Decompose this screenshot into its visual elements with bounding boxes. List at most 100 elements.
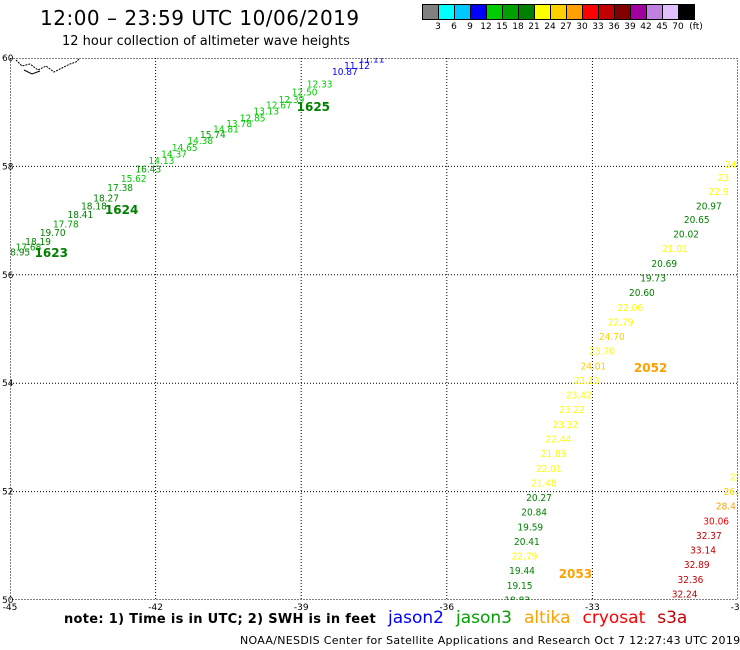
wave-height-value: 11.11 <box>359 58 385 66</box>
wave-height-value: 13.78 <box>226 119 252 130</box>
wave-height-value: 18.95 <box>10 247 30 258</box>
time-mark: 1624 <box>105 203 138 217</box>
legend-label: 15 <box>496 22 508 32</box>
wave-height-value: 17.78 <box>53 219 79 230</box>
wave-height-value: 20.84 <box>521 508 547 519</box>
wave-height-value: 32.24 <box>672 589 698 600</box>
mission-legend: jason2 jason3 altika cryosat s3a <box>388 608 699 628</box>
wave-height-value: 23.22 <box>559 405 585 416</box>
wave-height-value: 15.74 <box>200 130 226 141</box>
wave-height-value: 22.06 <box>617 303 643 314</box>
wave-height-value: 14.81 <box>213 124 239 135</box>
longitude-label: -45 <box>3 603 18 613</box>
wave-height-value: 21.48 <box>531 478 557 489</box>
wave-height-value: 18.41 <box>67 210 93 221</box>
color-legend <box>422 4 695 20</box>
coastline-greenland <box>15 58 81 75</box>
wave-height-value: 32.36 <box>678 575 704 586</box>
wave-height-value: 20.69 <box>651 259 677 270</box>
coastline-path <box>23 69 41 75</box>
legend-swatch <box>454 4 471 20</box>
wave-height-value: 19.59 <box>517 522 543 533</box>
legend-label: (ft) <box>689 22 703 32</box>
mission-label-altika: altika <box>524 608 571 628</box>
longitude-label: -30 <box>731 603 740 613</box>
wave-height-value: 24.01 <box>580 361 606 372</box>
wave-height-value: 18.19 <box>25 237 51 248</box>
legend-swatch <box>502 4 519 20</box>
wave-height-value: 19.44 <box>509 566 535 577</box>
legend-swatch <box>582 4 599 20</box>
legend-label: 33 <box>592 22 604 32</box>
legend-swatch <box>550 4 567 20</box>
legend-swatch <box>678 4 695 20</box>
wave-height-value: 22 <box>730 472 738 483</box>
legend-swatch <box>534 4 551 20</box>
wave-height-value: 23.13 <box>574 376 600 387</box>
legend-label: 42 <box>640 22 652 32</box>
wave-height-map: 18.9517.6818.1919.7017.7818.4118.1818.27… <box>10 58 738 600</box>
legend-swatch <box>614 4 631 20</box>
wave-height-value: 22.79 <box>512 552 538 563</box>
wave-height-value: 13.13 <box>253 107 279 118</box>
wave-height-value: 15.62 <box>121 174 147 185</box>
wave-height-value: 24 <box>725 160 737 171</box>
legend-label: 12 <box>480 22 492 32</box>
wave-height-value: 12.67 <box>266 101 292 112</box>
footer-credit: NOAA/NESDIS Center for Satellite Applica… <box>240 634 740 647</box>
legend-label: 45 <box>656 22 668 32</box>
legend-swatch <box>422 4 439 20</box>
legend-label: 39 <box>624 22 636 32</box>
legend-label: 9 <box>467 22 473 32</box>
legend-swatch <box>518 4 535 20</box>
legend-label: 3 <box>435 22 441 32</box>
wave-height-value: 30.06 <box>703 516 729 527</box>
footer-note: note: 1) Time is in UTC; 2) SWH is in fe… <box>64 612 376 627</box>
wave-height-value: 32.89 <box>684 560 710 571</box>
wave-height-value: 23 <box>718 173 729 184</box>
legend-swatch <box>662 4 679 20</box>
legend-swatch <box>566 4 583 20</box>
wave-height-value: 11.12 <box>344 61 370 72</box>
wave-height-value: 12.39 <box>279 95 305 106</box>
legend-label: 21 <box>528 22 540 32</box>
wave-height-value: 22.79 <box>608 317 634 328</box>
color-legend-labels: 3 6 9 12 15 18 21 24 27 30 33 36 39 42 45 70 (ft) <box>422 22 740 34</box>
wave-height-value: 20.60 <box>629 288 655 299</box>
wave-height-value: 20.02 <box>673 230 699 241</box>
altimeter-points: 18.9517.6818.1919.7017.7818.4118.1818.27… <box>10 58 738 600</box>
legend-swatch <box>486 4 503 20</box>
legend-swatch <box>438 4 455 20</box>
wave-height-value: 24.70 <box>599 332 625 343</box>
wave-height-value: 20.41 <box>514 537 540 548</box>
wave-height-value: 18.27 <box>93 193 119 204</box>
time-mark: 1623 <box>35 246 68 260</box>
wave-height-value: 17.68 <box>16 243 42 254</box>
wave-height-value: 17.38 <box>107 183 133 194</box>
wave-height-value: 18.18 <box>81 201 107 212</box>
wave-height-value: 12.85 <box>240 114 266 125</box>
legend-label: 36 <box>608 22 620 32</box>
map-title: 12:00 – 23:59 UTC 10/06/2019 <box>40 6 360 30</box>
wave-height-value: 20.97 <box>696 201 722 212</box>
wave-height-value: 21.01 <box>662 244 688 255</box>
wave-height-value: 18.83 <box>504 595 530 600</box>
wave-height-value: 19.70 <box>40 228 66 239</box>
wave-height-value: 14.65 <box>172 143 198 154</box>
mission-label-jason3: jason3 <box>456 608 512 628</box>
mission-label-s3a: s3a <box>657 608 688 628</box>
wave-height-value: 28.4 <box>716 502 736 513</box>
wave-height-value: 22.44 <box>546 434 572 445</box>
legend-label: 27 <box>560 22 572 32</box>
wave-height-value: 12.33 <box>307 79 333 90</box>
wave-height-value: 32.37 <box>696 531 722 542</box>
wave-height-value: 33.14 <box>690 546 716 557</box>
time-mark: 2053 <box>559 567 592 581</box>
legend-label: 70 <box>672 22 684 32</box>
legend-label: 30 <box>576 22 588 32</box>
legend-swatch <box>470 4 487 20</box>
mission-label-jason2: jason2 <box>388 608 444 628</box>
legend-label: 18 <box>512 22 524 32</box>
legend-label: 6 <box>451 22 457 32</box>
wave-height-value: 20.65 <box>684 215 710 226</box>
